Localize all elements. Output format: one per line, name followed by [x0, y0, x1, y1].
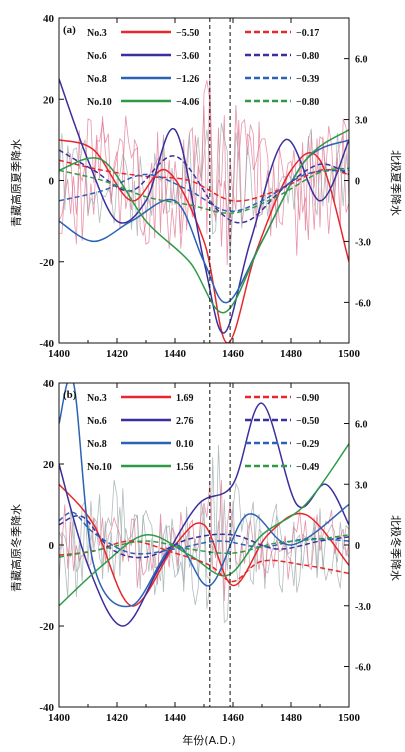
legend-value-solid: 0.10	[176, 439, 194, 450]
series-line-no3-dashed	[59, 159, 349, 202]
y-tick-label-left: -20	[39, 621, 54, 633]
x-axis-label: 年份(A.D.)	[182, 733, 235, 747]
series-line-no3-solid	[59, 139, 349, 343]
legend-entry-name: No.3	[87, 393, 107, 404]
series-line-no10-solid	[59, 129, 349, 314]
legend-value-dashed: −0.29	[296, 439, 319, 450]
legend-entry-name: No.6	[87, 51, 107, 62]
x-tick-label: 1440	[164, 348, 187, 360]
y-tick-label-right: -3.0	[355, 602, 371, 613]
y-tick-label-left: -40	[39, 702, 54, 714]
panel-label: (a)	[63, 24, 76, 36]
y-tick-label-left: 0	[49, 540, 55, 552]
series-line-no6-dashed	[59, 514, 349, 559]
y-axis-label-left: 青藏高原冬季降水	[9, 504, 23, 592]
legend-value-dashed: −0.90	[296, 393, 319, 404]
legend-entry-name: No.8	[87, 74, 107, 85]
y-tick-label-left: 20	[43, 459, 55, 471]
legend-value-solid: −3.60	[176, 51, 199, 62]
x-tick-label: 1460	[222, 348, 245, 360]
series-line-no6-solid	[59, 402, 349, 627]
x-tick-label: 1500	[338, 348, 361, 360]
legend-value-dashed: −0.17	[296, 28, 319, 39]
background-series-line	[59, 80, 349, 249]
x-tick-label: 1480	[280, 348, 303, 360]
y-tick-label-right: 6.0	[355, 420, 368, 431]
x-tick-label: 1500	[338, 712, 361, 724]
y-axis-label-right: 北极夏季降水	[389, 150, 403, 216]
legend-value-solid: −1.26	[176, 74, 199, 85]
y-tick-label-left: -20	[39, 257, 54, 269]
y-tick-label-right: 3.0	[355, 480, 368, 491]
series-line-no8-dashed	[59, 169, 349, 213]
legend-value-dashed: −0.80	[296, 51, 319, 62]
y-tick-label-right: 3.0	[355, 116, 368, 127]
y-tick-label-right: -6.0	[355, 298, 371, 309]
legend: No.3 1.69 −0.90 No.6 2.76 −0.50 No.8 0.10 −0.29 N…	[87, 393, 319, 473]
plot-area	[59, 75, 349, 343]
series-line-no6-dashed	[59, 149, 349, 224]
y-tick-label-left: 20	[43, 94, 55, 106]
x-tick-label: 1400	[48, 712, 71, 724]
legend-value-solid: 1.56	[176, 462, 194, 473]
series-line-no10-dashed	[59, 534, 349, 558]
x-tick-label: 1460	[222, 712, 245, 724]
background-series-line	[59, 122, 349, 258]
x-tick-label: 1480	[280, 712, 303, 724]
y-tick-label-right: -3.0	[355, 237, 371, 248]
y-tick-label-left: 0	[49, 176, 55, 188]
plot-area	[59, 383, 349, 627]
background-series-line	[59, 480, 349, 602]
y-tick-label-right: 6.0	[355, 55, 368, 66]
y-axis-label-right: 北极冬季降水	[389, 515, 403, 581]
y-axis-label-left: 青藏高原夏季降水	[9, 139, 23, 227]
panel-b: 青藏高原冬季降水 北极冬季降水 年份(A.D.) 1400 1420 1440 146…	[9, 378, 403, 747]
legend-entry-name: No.8	[87, 439, 107, 450]
legend-value-dashed: −0.50	[296, 416, 319, 427]
x-tick-label: 1400	[48, 348, 71, 360]
legend-value-solid: 2.76	[176, 416, 194, 427]
panel-a: 青藏高原夏季降水 北极夏季降水 1400 1420 1440 1460 1480 1500…	[9, 13, 403, 360]
y-tick-label-left: -40	[39, 338, 54, 350]
series-line-no10-solid	[59, 443, 349, 607]
y-tick-label-right: 0	[355, 177, 360, 188]
panel-label: (b)	[63, 389, 77, 401]
series-line-no10-dashed	[59, 167, 349, 214]
legend-entry-name: No.10	[87, 462, 112, 473]
y-tick-label-left: 40	[43, 13, 55, 25]
x-tick-label: 1420	[106, 712, 129, 724]
x-tick-label: 1420	[106, 348, 129, 360]
legend-entry-name: No.10	[87, 97, 112, 108]
x-tick-label: 1440	[164, 712, 187, 724]
legend-value-dashed: −0.49	[296, 462, 319, 473]
legend-value-solid: −4.06	[176, 97, 199, 108]
legend: No.3 −5.50 −0.17 No.6 −3.60 −0.80 No.8 −1.26 −0.…	[87, 28, 319, 108]
legend-entry-name: No.3	[87, 28, 107, 39]
legend-value-solid: 1.69	[176, 393, 194, 404]
y-tick-label-right: -6.0	[355, 663, 371, 674]
series-line-no8-dashed	[59, 511, 349, 555]
y-tick-label-left: 40	[43, 378, 55, 390]
legend-value-dashed: −0.39	[296, 74, 319, 85]
legend-value-solid: −5.50	[176, 28, 199, 39]
series-line-no8-solid	[59, 383, 349, 608]
legend-value-dashed: −0.80	[296, 97, 319, 108]
y-tick-label-right: 0	[355, 541, 360, 552]
legend-entry-name: No.6	[87, 416, 107, 427]
